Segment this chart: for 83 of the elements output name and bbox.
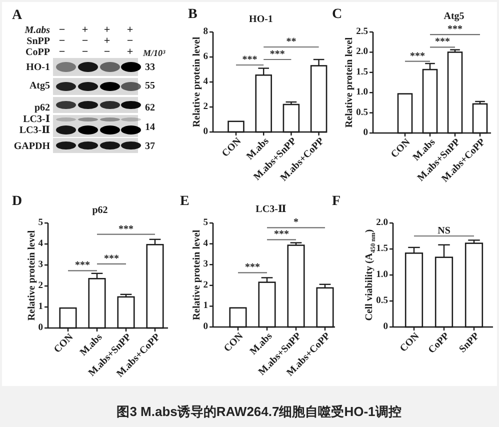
- text: 33: [145, 62, 155, 73]
- annotation: ***: [270, 49, 285, 60]
- y-axis-title: Relative protein level: [191, 230, 202, 320]
- annotation: ***: [448, 24, 462, 36]
- chart-title: Atg5: [444, 11, 464, 22]
- text: −: [58, 46, 66, 58]
- text: 图3 M.abs诱导的RAW264.7细胞自噬受HO-1调控: [116, 404, 402, 419]
- y-tick-label: 2.0: [376, 218, 388, 228]
- annotation: ***: [435, 36, 450, 48]
- text: −: [82, 35, 88, 47]
- text: +: [104, 35, 110, 47]
- text: C: [332, 7, 342, 22]
- y-tick-label: 1.0: [376, 270, 388, 280]
- text: +: [82, 24, 88, 36]
- text: D: [12, 194, 22, 209]
- text: E: [180, 194, 190, 209]
- annotation: ***: [118, 224, 134, 235]
- annotation: **: [286, 36, 296, 48]
- y-tick-label: 0: [203, 322, 208, 332]
- text: +: [104, 24, 110, 36]
- text: M.abs: [24, 25, 50, 36]
- y-tick-label: 3: [38, 260, 44, 270]
- text: −: [126, 35, 134, 47]
- annotation: ***: [75, 260, 90, 272]
- y-tick-label: 1.5: [356, 67, 368, 78]
- chart-title: HO-1: [249, 14, 273, 25]
- text: M/10³: [142, 48, 166, 58]
- text: Atg5: [29, 80, 50, 92]
- text: 55: [145, 80, 155, 92]
- y-axis-title: Relative protein level: [26, 230, 38, 321]
- chart-title: p62: [92, 205, 108, 216]
- annotation: *: [294, 217, 298, 228]
- text: 62: [145, 102, 155, 114]
- y-tick-label: 1.0: [356, 88, 368, 98]
- y-tick-label: 1: [203, 301, 208, 312]
- text: −: [58, 35, 66, 47]
- y-tick-label: 0: [38, 323, 44, 333]
- text: SnPP: [26, 36, 50, 47]
- y-tick-label: 0: [363, 128, 368, 138]
- y-tick-label: 0: [203, 127, 208, 137]
- y-axis-title: Relative protein level: [344, 37, 356, 128]
- y-tick-label: 5: [203, 218, 208, 228]
- text: −: [58, 24, 66, 36]
- text: −: [82, 46, 88, 58]
- text: LC3-Ⅱ: [19, 125, 50, 136]
- annotation: ***: [104, 253, 119, 264]
- text: 37: [145, 141, 155, 152]
- y-tick-label: 0.5: [356, 108, 368, 118]
- annotation: NS: [438, 226, 451, 236]
- y-tick-label: 8: [203, 27, 208, 37]
- annotation: ***: [274, 229, 289, 240]
- text: A: [12, 8, 23, 23]
- y-tick-label: 2: [203, 280, 208, 290]
- y-tick-label: 2: [38, 281, 44, 291]
- y-tick-label: 0.5: [376, 296, 388, 306]
- y-tick-label: 4: [38, 239, 44, 249]
- text: CoPP: [26, 47, 50, 58]
- annotation: ***: [242, 54, 258, 66]
- y-tick-label: 3: [203, 260, 208, 270]
- y-tick-label: 4: [203, 238, 208, 249]
- text: HO-1: [26, 62, 50, 73]
- y-tick-label: 4: [203, 77, 208, 87]
- y-tick-label: 2: [203, 102, 208, 112]
- text: +: [126, 24, 134, 36]
- y-tick-label: 6: [203, 52, 208, 62]
- y-tick-label: 0: [383, 322, 388, 332]
- annotation: ***: [410, 50, 425, 62]
- y-axis-title: Relative protein level: [191, 36, 202, 128]
- y-tick-label: 2.5: [356, 27, 368, 37]
- text: LC3-Ⅰ: [23, 114, 50, 125]
- text: +: [126, 46, 134, 58]
- y-tick-label: 1.5: [376, 244, 388, 254]
- chart-title: LC3-Ⅱ: [256, 204, 286, 215]
- text: GAPDH: [14, 141, 50, 152]
- text: p62: [34, 102, 50, 114]
- text: F: [332, 194, 341, 209]
- text: 14: [145, 122, 155, 133]
- y-tick-label: 5: [38, 218, 44, 228]
- text: −: [104, 46, 110, 58]
- y-tick-label: 1: [38, 302, 44, 312]
- annotation: ***: [245, 262, 260, 274]
- y-tick-label: 2.0: [356, 47, 368, 58]
- text: B: [188, 7, 198, 22]
